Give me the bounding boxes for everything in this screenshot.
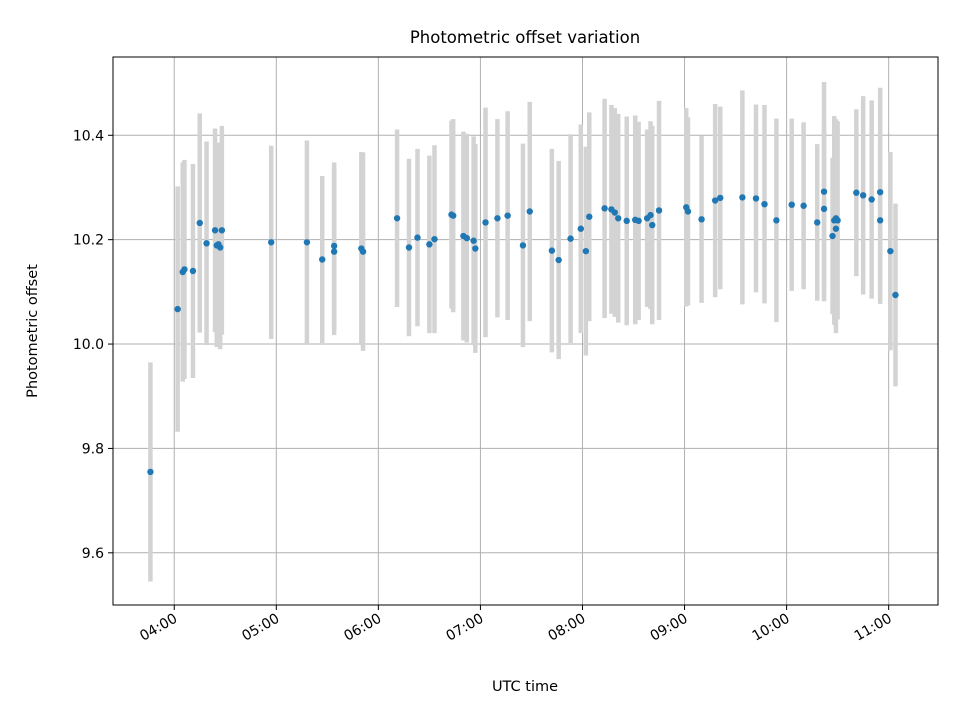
data-point — [567, 235, 574, 242]
grid — [113, 57, 938, 605]
data-point — [426, 241, 433, 248]
data-point — [526, 208, 533, 215]
data-points — [147, 188, 899, 476]
data-point — [555, 256, 562, 264]
y-tick-label: 10.0 — [73, 337, 104, 353]
data-point — [147, 468, 154, 476]
data-point — [218, 227, 226, 234]
data-point — [820, 188, 828, 195]
data-point — [761, 200, 768, 208]
data-point — [698, 216, 705, 223]
data-point — [504, 212, 511, 219]
data-point — [649, 221, 656, 229]
data-point — [739, 194, 746, 201]
data-point — [684, 208, 692, 215]
data-point — [834, 217, 841, 224]
data-point — [655, 207, 663, 214]
data-point — [586, 213, 593, 220]
data-point — [267, 239, 275, 246]
data-point — [611, 209, 619, 216]
data-point — [859, 192, 867, 199]
x-axis-label: UTC time — [492, 679, 558, 695]
data-point — [820, 205, 828, 213]
data-point — [216, 244, 224, 251]
data-point — [359, 248, 367, 255]
y-tick-label: 10.4 — [73, 128, 104, 144]
data-point — [431, 235, 438, 243]
data-point — [615, 215, 622, 222]
data-point — [711, 197, 719, 204]
data-point — [623, 217, 630, 225]
data-point — [330, 248, 338, 255]
data-point — [548, 247, 556, 254]
data-point — [482, 219, 489, 226]
data-point — [472, 245, 479, 252]
data-point — [582, 247, 590, 255]
data-point — [814, 219, 821, 226]
y-axis: 9.6 9.8 10.0 10.2 10.4 — [73, 128, 113, 562]
data-point — [470, 237, 477, 244]
data-point — [174, 305, 181, 313]
data-point — [414, 234, 421, 241]
data-point — [494, 215, 501, 222]
y-axis-label: Photometric offset — [25, 264, 41, 398]
data-point — [788, 201, 795, 208]
data-point — [752, 195, 760, 202]
data-point — [189, 267, 197, 275]
data-point — [405, 244, 413, 251]
data-point — [832, 225, 840, 232]
data-point — [868, 196, 875, 203]
data-point — [196, 219, 203, 227]
data-point — [319, 256, 326, 263]
data-point — [601, 205, 608, 212]
data-point — [800, 202, 807, 209]
data-point — [829, 232, 836, 240]
data-point — [647, 211, 654, 219]
data-point — [635, 217, 642, 225]
data-point — [330, 242, 338, 250]
y-tick-label: 10.2 — [73, 233, 104, 249]
data-point — [181, 266, 188, 273]
data-point — [887, 247, 894, 255]
data-point — [876, 217, 884, 224]
chart-title: Photometric offset variation — [410, 28, 640, 47]
data-point — [450, 212, 457, 219]
y-tick-label: 9.6 — [82, 546, 104, 562]
data-point — [203, 240, 210, 247]
data-point — [876, 188, 884, 196]
data-point — [463, 234, 471, 242]
data-point — [393, 215, 401, 222]
data-point — [211, 227, 219, 234]
data-point — [892, 291, 899, 299]
data-point — [519, 242, 527, 249]
data-point — [717, 194, 724, 202]
data-point — [303, 239, 311, 246]
data-point — [773, 217, 780, 224]
y-tick-label: 9.8 — [82, 441, 104, 457]
data-point — [853, 189, 860, 196]
plot-frame — [112, 56, 939, 606]
data-point — [577, 225, 584, 232]
